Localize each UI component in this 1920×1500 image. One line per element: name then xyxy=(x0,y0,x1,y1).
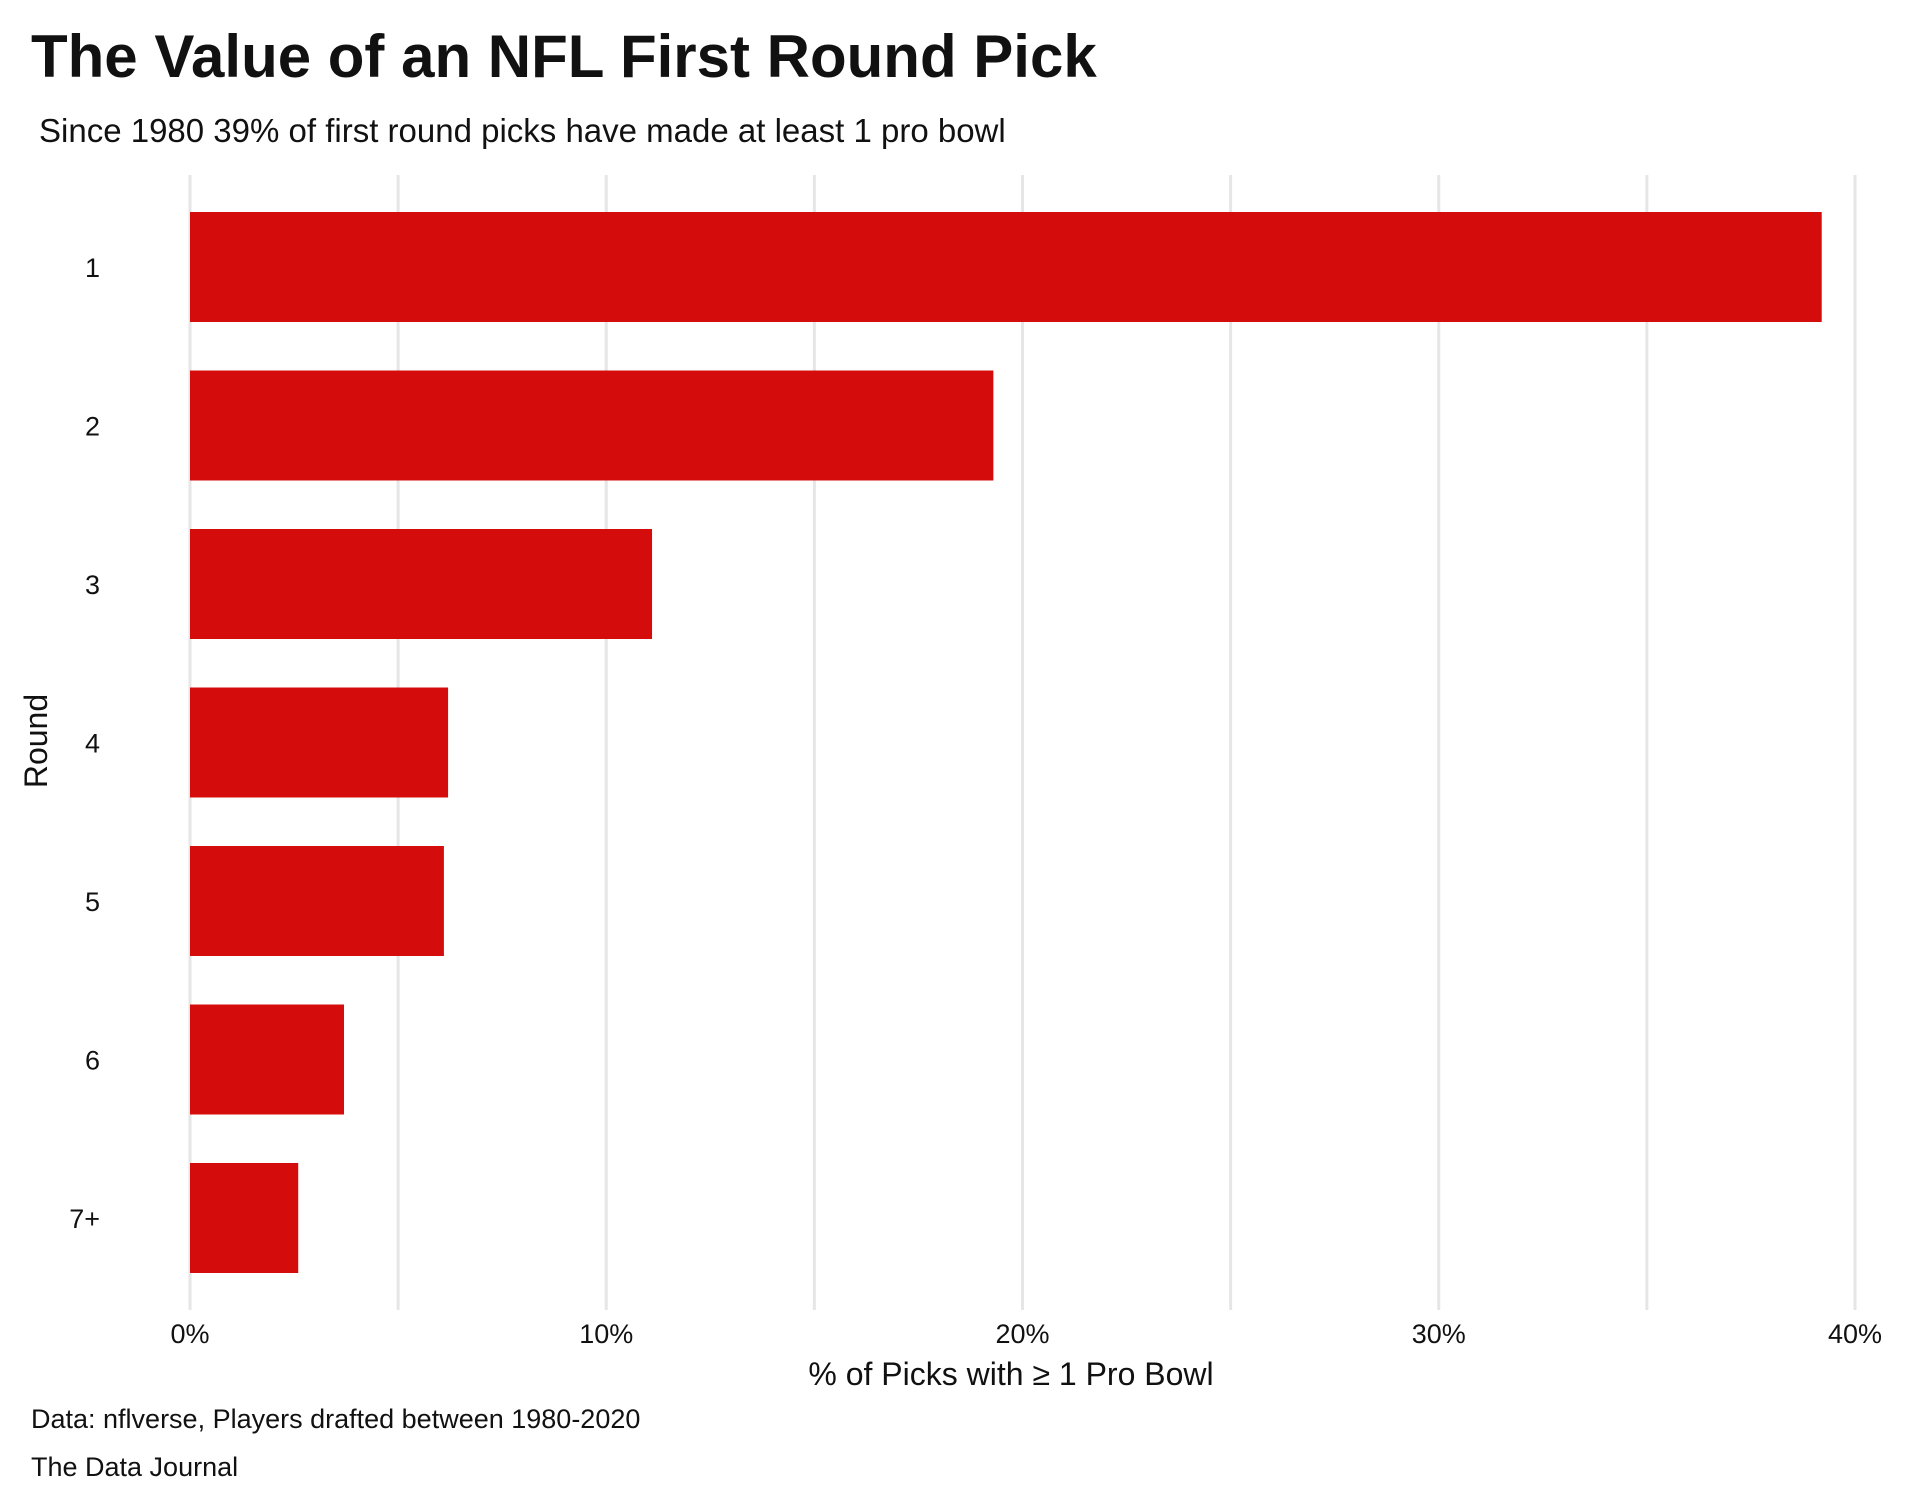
bar-round-2 xyxy=(190,370,994,481)
y-tick-label: 1 xyxy=(85,253,100,283)
y-tick-label: 6 xyxy=(85,1046,100,1076)
y-tick-label: 3 xyxy=(85,570,100,600)
x-tick-label: 40% xyxy=(1828,1319,1882,1349)
bar-round-5 xyxy=(190,846,444,956)
data-source-caption: Data: nflverse, Players drafted between … xyxy=(31,1404,641,1434)
x-tick-label: 0% xyxy=(170,1319,209,1349)
credit-caption: The Data Journal xyxy=(31,1452,239,1482)
bar-round-4 xyxy=(190,687,449,798)
bar-round-3 xyxy=(190,529,653,639)
x-tick-labels: 0% 10% 20% 30% 40% xyxy=(170,1319,1882,1349)
x-tick-label: 10% xyxy=(579,1319,633,1349)
bar-round-6 xyxy=(190,1004,345,1115)
bars xyxy=(190,212,1822,1273)
y-tick-label: 2 xyxy=(85,412,100,442)
y-tick-labels: 1 2 3 4 5 6 7+ xyxy=(69,253,100,1234)
y-tick-label: 5 xyxy=(85,887,100,917)
grid-lines xyxy=(188,175,1857,1310)
chart-subtitle: Since 1980 39% of first round picks have… xyxy=(39,112,1006,149)
bar-round-1 xyxy=(190,212,1822,322)
chart-title: The Value of an NFL First Round Pick xyxy=(31,23,1097,90)
x-axis-title: % of Picks with ≥ 1 Pro Bowl xyxy=(808,1356,1213,1392)
y-tick-label: 7+ xyxy=(69,1204,100,1234)
x-tick-label: 30% xyxy=(1412,1319,1466,1349)
bar-round-7plus xyxy=(190,1163,299,1273)
x-tick-label: 20% xyxy=(995,1319,1049,1349)
y-axis-title: Round xyxy=(18,694,54,788)
y-tick-label: 4 xyxy=(85,729,100,759)
